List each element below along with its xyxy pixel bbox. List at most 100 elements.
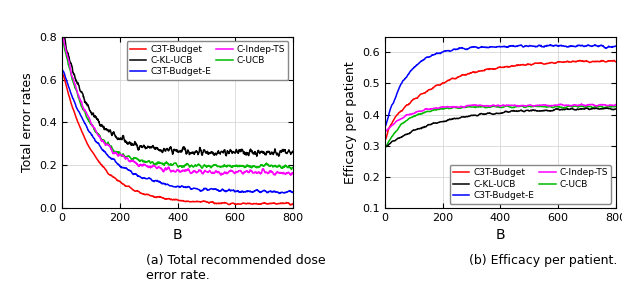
C3T-Budget bbox=[233, 202, 241, 206]
C3T-Budget bbox=[257, 203, 264, 206]
C3T-Budget-E bbox=[58, 69, 66, 72]
C3T-Budget bbox=[287, 203, 294, 207]
C3T-Budget bbox=[529, 63, 536, 66]
C-UCB bbox=[193, 165, 200, 168]
C-UCB bbox=[288, 168, 295, 171]
X-axis label: B: B bbox=[496, 229, 505, 242]
C-UCB bbox=[233, 164, 241, 168]
C3T-Budget bbox=[557, 60, 564, 64]
C-KL-UCB bbox=[198, 153, 206, 157]
C-Indep-TS bbox=[198, 171, 206, 175]
C-Indep-TS bbox=[257, 171, 264, 175]
C-Indep-TS bbox=[580, 103, 588, 107]
C-UCB bbox=[580, 105, 588, 108]
C-UCB bbox=[257, 163, 264, 166]
Legend: C3T-Budget, C-KL-UCB, C3T-Budget-E, C-Indep-TS, C-UCB: C3T-Budget, C-KL-UCB, C3T-Budget-E, C-In… bbox=[450, 165, 611, 203]
C-KL-UCB bbox=[529, 108, 536, 112]
C-KL-UCB bbox=[557, 108, 564, 112]
C-KL-UCB bbox=[580, 107, 588, 110]
C-UCB bbox=[205, 164, 213, 167]
C3T-Budget-E bbox=[612, 44, 620, 48]
C3T-Budget-E bbox=[591, 43, 598, 47]
C3T-Budget bbox=[58, 72, 66, 75]
Legend: C3T-Budget, C-KL-UCB, C3T-Budget-E, C-Indep-TS, C-UCB: C3T-Budget, C-KL-UCB, C3T-Budget-E, C-In… bbox=[127, 41, 289, 80]
Line: C-Indep-TS: C-Indep-TS bbox=[62, 35, 293, 175]
C-KL-UCB bbox=[73, 80, 80, 83]
C-KL-UCB bbox=[257, 150, 264, 154]
C3T-Budget-E bbox=[580, 44, 588, 48]
C-Indep-TS bbox=[58, 33, 66, 36]
C-UCB bbox=[557, 106, 564, 109]
C-KL-UCB bbox=[205, 151, 213, 155]
C-Indep-TS bbox=[557, 103, 564, 106]
C3T-Budget-E bbox=[382, 124, 389, 128]
Line: C3T-Budget: C3T-Budget bbox=[62, 73, 293, 205]
Line: C-KL-UCB: C-KL-UCB bbox=[62, 28, 293, 156]
Line: C-Indep-TS: C-Indep-TS bbox=[386, 104, 616, 132]
C3T-Budget-E bbox=[521, 44, 529, 48]
Y-axis label: Total error rates: Total error rates bbox=[21, 73, 34, 172]
C3T-Budget-E bbox=[198, 189, 206, 192]
C-Indep-TS bbox=[193, 171, 200, 174]
Line: C3T-Budget-E: C3T-Budget-E bbox=[62, 70, 293, 193]
C3T-Budget-E bbox=[73, 106, 80, 110]
Text: (b) Efficacy per patient.: (b) Efficacy per patient. bbox=[470, 254, 618, 267]
C3T-Budget bbox=[289, 202, 297, 206]
Y-axis label: Efficacy per patient: Efficacy per patient bbox=[344, 61, 357, 184]
C3T-Budget-E bbox=[257, 190, 264, 194]
C3T-Budget-E bbox=[516, 44, 523, 47]
C-UCB bbox=[529, 105, 536, 108]
C-UCB bbox=[58, 39, 66, 43]
C3T-Budget bbox=[193, 200, 200, 203]
C-UCB bbox=[382, 146, 389, 150]
Line: C-UCB: C-UCB bbox=[62, 41, 293, 170]
C3T-Budget-E bbox=[396, 85, 403, 89]
Text: (a) Total recommended dose
error rate.: (a) Total recommended dose error rate. bbox=[146, 254, 326, 282]
C-UCB bbox=[198, 166, 206, 170]
C-Indep-TS bbox=[521, 104, 529, 108]
C-KL-UCB bbox=[193, 150, 200, 154]
C-UCB bbox=[522, 106, 529, 109]
C-Indep-TS bbox=[578, 102, 585, 106]
C-UCB bbox=[612, 105, 620, 108]
Line: C-UCB: C-UCB bbox=[386, 106, 616, 148]
C-UCB bbox=[396, 125, 403, 128]
C-UCB bbox=[516, 105, 523, 108]
C-Indep-TS bbox=[516, 104, 523, 108]
C-Indep-TS bbox=[73, 88, 80, 92]
C-Indep-TS bbox=[396, 118, 403, 121]
C-KL-UCB bbox=[396, 136, 404, 139]
C-KL-UCB bbox=[516, 109, 523, 113]
C3T-Budget bbox=[73, 117, 80, 121]
C-KL-UCB bbox=[289, 150, 297, 154]
C3T-Budget-E bbox=[233, 189, 241, 193]
C-Indep-TS bbox=[289, 171, 297, 175]
C-UCB bbox=[289, 166, 297, 169]
C-KL-UCB bbox=[58, 27, 66, 30]
C3T-Budget bbox=[382, 138, 389, 142]
C-Indep-TS bbox=[382, 130, 389, 134]
C3T-Budget-E bbox=[276, 192, 283, 195]
C-Indep-TS bbox=[612, 103, 620, 106]
C3T-Budget bbox=[580, 59, 588, 63]
C-KL-UCB bbox=[275, 155, 282, 158]
C-Indep-TS bbox=[205, 169, 213, 173]
C-KL-UCB bbox=[612, 107, 620, 111]
C3T-Budget bbox=[396, 110, 403, 114]
C3T-Budget bbox=[610, 58, 618, 62]
C3T-Budget-E bbox=[289, 191, 297, 194]
C-Indep-TS bbox=[287, 174, 295, 177]
C3T-Budget-E bbox=[193, 187, 200, 191]
C3T-Budget bbox=[612, 60, 620, 64]
C3T-Budget bbox=[198, 200, 206, 203]
X-axis label: B: B bbox=[173, 229, 182, 242]
Line: C3T-Budget-E: C3T-Budget-E bbox=[386, 45, 616, 126]
C-KL-UCB bbox=[522, 109, 529, 112]
C3T-Budget-E bbox=[205, 188, 213, 192]
C-KL-UCB bbox=[233, 151, 241, 154]
C-Indep-TS bbox=[233, 170, 241, 174]
Line: C-KL-UCB: C-KL-UCB bbox=[386, 108, 616, 146]
C3T-Budget-E bbox=[529, 44, 536, 48]
C3T-Budget-E bbox=[557, 43, 564, 47]
C-KL-UCB bbox=[382, 144, 389, 148]
